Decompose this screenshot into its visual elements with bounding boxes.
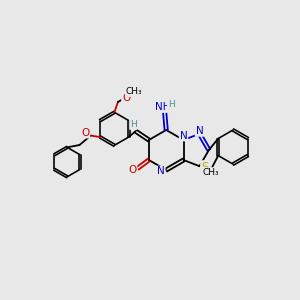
- Text: N: N: [157, 167, 165, 176]
- Text: CH₃: CH₃: [202, 168, 219, 177]
- Text: O: O: [81, 128, 89, 138]
- Text: CH₃: CH₃: [126, 87, 142, 96]
- Text: S: S: [201, 161, 208, 174]
- Text: H: H: [168, 100, 175, 109]
- Text: O: O: [122, 94, 130, 103]
- Text: N: N: [180, 130, 188, 141]
- Text: N: N: [196, 126, 203, 136]
- Text: H: H: [130, 120, 136, 129]
- Text: O: O: [128, 165, 136, 175]
- Text: NH: NH: [155, 102, 171, 112]
